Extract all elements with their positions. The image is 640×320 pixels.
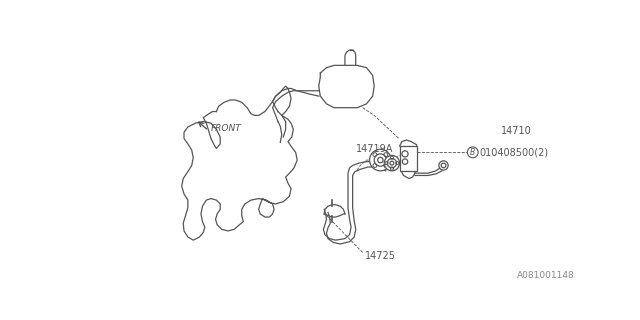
Polygon shape (319, 65, 374, 108)
Text: 14725: 14725 (365, 251, 396, 261)
Circle shape (369, 149, 391, 171)
Text: FRONT: FRONT (211, 124, 242, 133)
Bar (399, 146, 417, 171)
Text: A081001148: A081001148 (517, 271, 575, 280)
Text: 14710: 14710 (501, 126, 532, 136)
Polygon shape (182, 86, 297, 240)
Circle shape (378, 157, 383, 163)
Circle shape (439, 161, 448, 170)
Text: 14719A: 14719A (356, 143, 393, 154)
Circle shape (384, 156, 399, 171)
Text: 010408500(2): 010408500(2) (480, 147, 549, 157)
Text: B: B (470, 148, 476, 157)
